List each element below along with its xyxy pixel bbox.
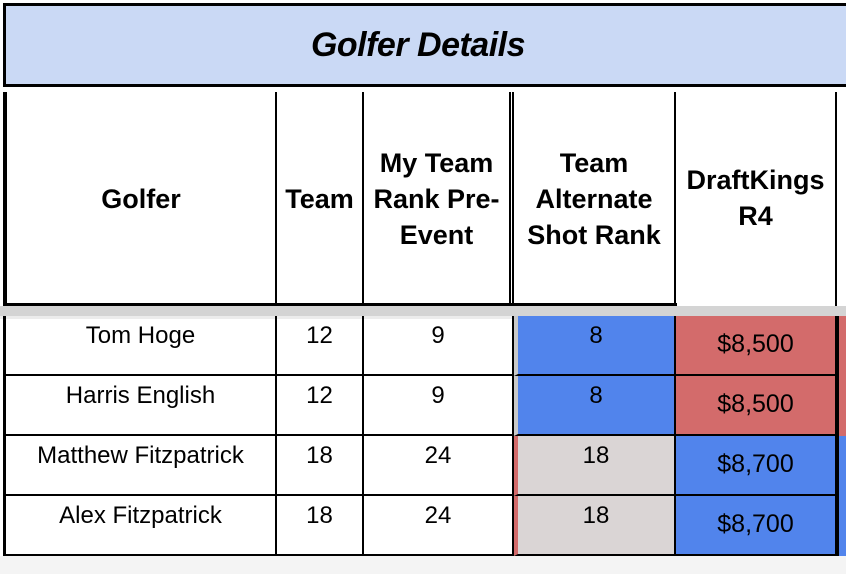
cell-team-text: 18: [306, 502, 333, 529]
cell-draftkings[interactable]: $8,500: [676, 316, 837, 376]
header-draftkings-label: DraftKings R4: [686, 165, 825, 231]
header-my-team-rank-label: My Team Rank Pre-Event: [373, 148, 500, 250]
cell-alt-shot-rank-text: 18: [582, 442, 610, 469]
cell-team-text: 12: [306, 322, 333, 349]
cell-alt-shot-rank-text: 18: [582, 502, 610, 529]
rows-left-border: [3, 316, 6, 556]
cell-my-team-rank-text: 9: [431, 322, 445, 349]
cell-golfer[interactable]: Alex Fitzpatrick: [6, 496, 277, 556]
cell-my-team-rank[interactable]: 24: [364, 496, 514, 556]
cell-my-team-rank[interactable]: 9: [364, 376, 514, 436]
header-alt-shot-rank[interactable]: Team Alternate Shot Rank: [514, 92, 676, 306]
cell-alt-shot-rank-text: 8: [589, 382, 603, 409]
next-column-red-sliver: [837, 316, 846, 436]
cell-golfer[interactable]: Matthew Fitzpatrick: [6, 436, 277, 496]
cell-alt-shot-rank[interactable]: 8: [514, 376, 676, 436]
cell-draftkings-text: $8,700: [717, 510, 794, 538]
cell-draftkings-text: $8,500: [717, 390, 794, 418]
cell-draftkings-text: $8,700: [717, 450, 794, 478]
header-team-label: Team: [285, 184, 354, 214]
sheet-bottom-strip: [0, 556, 846, 574]
cell-alt-shot-rank[interactable]: 18: [514, 496, 676, 556]
next-column-blue-sliver: [837, 436, 846, 556]
cell-draftkings[interactable]: $8,500: [676, 376, 837, 436]
cell-my-team-rank-text: 24: [424, 502, 452, 529]
cell-team-text: 12: [306, 382, 333, 409]
cell-golfer[interactable]: Harris English: [6, 376, 277, 436]
cell-alt-shot-rank[interactable]: 18: [514, 436, 676, 496]
cell-my-team-rank-text: 24: [424, 442, 452, 469]
cell-team[interactable]: 18: [277, 496, 364, 556]
cell-my-team-rank-text: 9: [431, 382, 445, 409]
frozen-row-divider[interactable]: [0, 306, 846, 316]
cell-team-text: 18: [306, 442, 333, 469]
cell-my-team-rank[interactable]: 9: [364, 316, 514, 376]
header-team[interactable]: Team: [277, 92, 364, 306]
divider-shadow: [0, 316, 846, 319]
cell-draftkings[interactable]: $8,700: [676, 496, 837, 556]
cell-golfer-text: Harris English: [65, 382, 216, 409]
title-banner[interactable]: Golfer Details: [3, 3, 846, 87]
cell-team[interactable]: 12: [277, 316, 364, 376]
cell-golfer-text: Matthew Fitzpatrick: [37, 442, 244, 469]
sheet-title: Golfer Details: [310, 25, 526, 64]
header-golfer[interactable]: Golfer: [7, 92, 277, 306]
cell-team[interactable]: 18: [277, 436, 364, 496]
header-golfer-label: Golfer: [101, 184, 181, 214]
cell-golfer-text: Tom Hoge: [85, 322, 196, 349]
cell-alt-shot-rank[interactable]: 8: [514, 316, 676, 376]
header-my-team-rank[interactable]: My Team Rank Pre-Event: [364, 92, 514, 306]
next-column-header-sliver: [837, 92, 846, 306]
header-draftkings[interactable]: DraftKings R4: [676, 92, 837, 306]
cell-team[interactable]: 12: [277, 376, 364, 436]
cell-my-team-rank[interactable]: 24: [364, 436, 514, 496]
cell-golfer-text: Alex Fitzpatrick: [59, 502, 222, 529]
header-alt-shot-rank-label: Team Alternate Shot Rank: [527, 148, 661, 250]
header-left-border: [3, 92, 7, 306]
cell-alt-shot-rank-text: 8: [589, 322, 603, 349]
cell-golfer[interactable]: Tom Hoge: [6, 316, 277, 376]
header-bottom-border: [3, 303, 677, 306]
cell-draftkings-text: $8,500: [717, 330, 794, 358]
cell-draftkings[interactable]: $8,700: [676, 436, 837, 496]
